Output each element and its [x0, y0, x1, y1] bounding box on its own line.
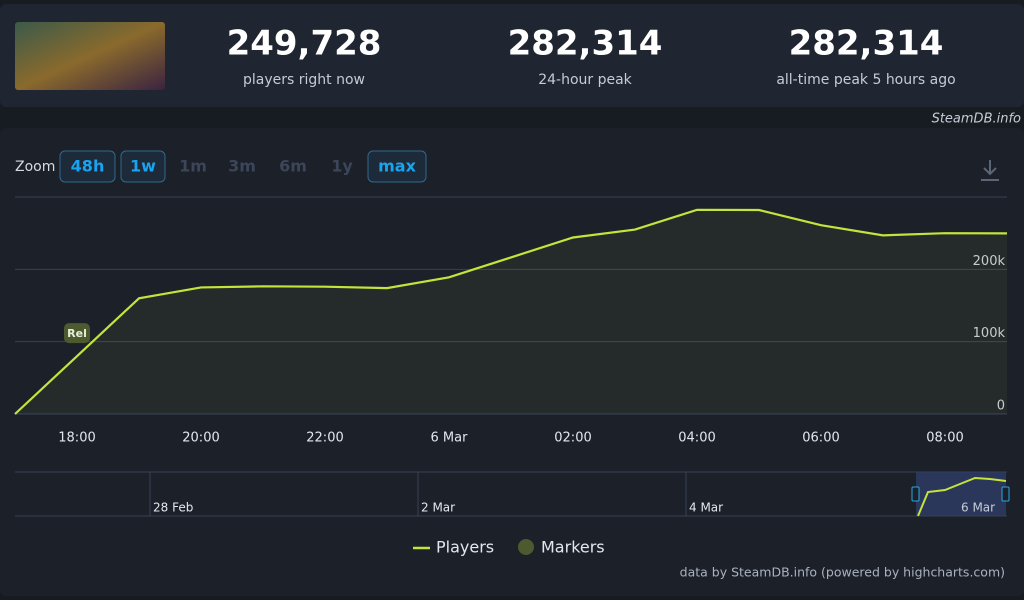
navigator-label: 4 Mar	[689, 501, 723, 515]
zoom-button[interactable]	[367, 150, 427, 183]
y-tick-label: 0	[997, 399, 1005, 414]
x-tick-label: 02:00	[554, 431, 591, 446]
x-tick-label: 6 Mar	[431, 431, 469, 446]
footer-credit: data by SteamDB.info (powered by highcha…	[680, 565, 1005, 580]
y-tick-label: 200k	[973, 254, 1006, 269]
watermark: SteamDB.info	[932, 112, 1021, 127]
navigator-line	[917, 476, 1007, 517]
legend-label[interactable]: Markers	[541, 538, 605, 557]
stat-value: 282,314	[508, 24, 663, 64]
zoom-button-label[interactable]: 3m	[228, 157, 256, 176]
release-marker-label[interactable]: Rel	[67, 327, 87, 340]
zoom-button-label[interactable]: 1m	[179, 157, 207, 176]
chart-panel	[0, 128, 1024, 596]
x-tick-label: 20:00	[182, 431, 219, 446]
zoom-button[interactable]	[59, 150, 116, 183]
stat-label: all-time peak 5 hours ago	[776, 72, 955, 88]
x-tick-label: 06:00	[802, 431, 839, 446]
zoom-button-label[interactable]: max	[378, 157, 416, 176]
legend-swatch	[518, 539, 534, 555]
zoom-button-label[interactable]: 48h	[71, 157, 105, 176]
y-tick-label: 100k	[973, 326, 1006, 341]
players-area	[15, 209, 1007, 414]
stat-value: 249,728	[227, 24, 382, 64]
zoom-button[interactable]	[120, 150, 166, 183]
navigator-label: 6 Mar	[961, 501, 995, 515]
players-line	[14, 208, 1008, 415]
x-tick-label: 18:00	[58, 431, 95, 446]
navigator-handle[interactable]	[1001, 486, 1010, 502]
stat-label: players right now	[243, 72, 365, 88]
navigator-label: 2 Mar	[421, 501, 455, 515]
x-tick-label: 08:00	[926, 431, 963, 446]
legend-label[interactable]: Players	[436, 538, 494, 557]
x-tick-label: 22:00	[306, 431, 343, 446]
zoom-label: Zoom	[15, 159, 55, 175]
navigator-handle[interactable]	[911, 486, 920, 502]
download-icon[interactable]	[981, 160, 999, 181]
zoom-button-label[interactable]: 1y	[331, 157, 353, 176]
stat-label: 24-hour peak	[538, 72, 632, 88]
stat-value: 282,314	[789, 24, 944, 64]
navigator-label: 28 Feb	[153, 501, 193, 515]
zoom-button-label[interactable]: 6m	[279, 157, 307, 176]
x-tick-label: 04:00	[678, 431, 715, 446]
release-marker[interactable]	[64, 323, 90, 344]
game-thumbnail[interactable]	[15, 22, 165, 90]
zoom-button-label[interactable]: 1w	[130, 157, 156, 176]
header-panel	[0, 4, 1024, 107]
